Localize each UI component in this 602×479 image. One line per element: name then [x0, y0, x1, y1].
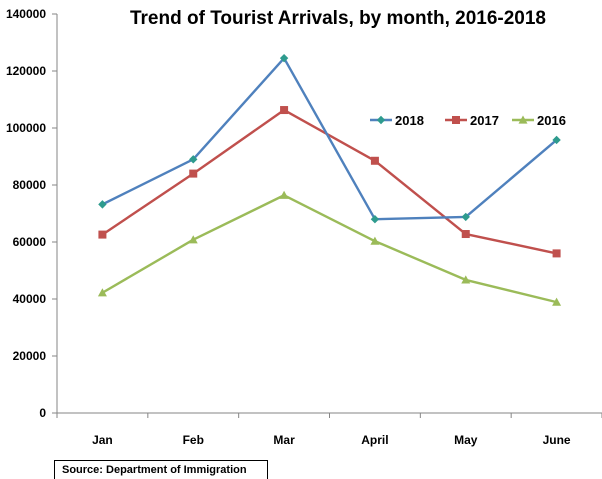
- y-tick-label: 80000: [13, 178, 47, 192]
- y-tick-label: 20000: [13, 349, 47, 363]
- legend-label-2018: 2018: [395, 113, 424, 128]
- x-tick-label: April: [361, 433, 388, 447]
- data-point-2017: [461, 230, 470, 239]
- y-tick-label: 100000: [6, 121, 46, 135]
- y-tick-label: 0: [39, 406, 46, 420]
- data-point-2017: [552, 249, 561, 258]
- data-point-2017: [370, 156, 379, 165]
- series-markers: [97, 53, 562, 306]
- legend-label-2016: 2016: [537, 113, 566, 128]
- y-tick-label: 120000: [6, 64, 46, 78]
- chart-title: Trend of Tourist Arrivals, by month, 201…: [130, 8, 546, 29]
- y-tick-label: 40000: [13, 292, 47, 306]
- data-point-2016: [370, 236, 380, 245]
- y-axis-ticks: 0 20000 40000 60000 80000 100000 120000 140000: [6, 7, 57, 420]
- data-point-2018: [461, 212, 470, 222]
- x-tick-label: Jan: [92, 433, 113, 447]
- legend: 2018 2017 2016: [370, 113, 566, 128]
- x-tick-label: May: [454, 433, 478, 447]
- series-line-2017: [101, 108, 557, 255]
- data-point-2016: [279, 190, 289, 199]
- data-point-2016: [188, 235, 198, 244]
- data-point-2016: [552, 297, 562, 306]
- series-line-2018: [101, 56, 558, 221]
- legend-marker-2018: [376, 115, 386, 125]
- x-tick-label: June: [543, 433, 571, 447]
- x-axis-ticks: Jan Feb Mar April May June: [56, 413, 602, 447]
- data-point-2017: [280, 106, 289, 115]
- y-tick-label: 60000: [13, 235, 47, 249]
- data-point-2018: [552, 135, 561, 145]
- axes: [56, 14, 602, 414]
- source-note: Source: Department of Immigration: [54, 460, 268, 479]
- legend-marker-2017: [452, 116, 460, 124]
- legend-marker-2016: [518, 115, 528, 124]
- data-point-2018: [370, 215, 380, 224]
- data-point-2018: [189, 155, 198, 164]
- series-lines: [101, 56, 558, 304]
- legend-label-2017: 2017: [470, 113, 499, 128]
- data-point-2016: [97, 288, 107, 297]
- data-point-2017: [98, 230, 107, 239]
- x-tick-label: Feb: [183, 433, 204, 447]
- data-point-2018: [279, 53, 289, 63]
- data-point-2017: [189, 169, 198, 178]
- y-tick-label: 140000: [6, 7, 46, 21]
- data-point-2016: [461, 275, 471, 284]
- data-point-2018: [98, 200, 107, 209]
- x-tick-label: Mar: [273, 433, 295, 447]
- series-line-2016: [101, 194, 557, 304]
